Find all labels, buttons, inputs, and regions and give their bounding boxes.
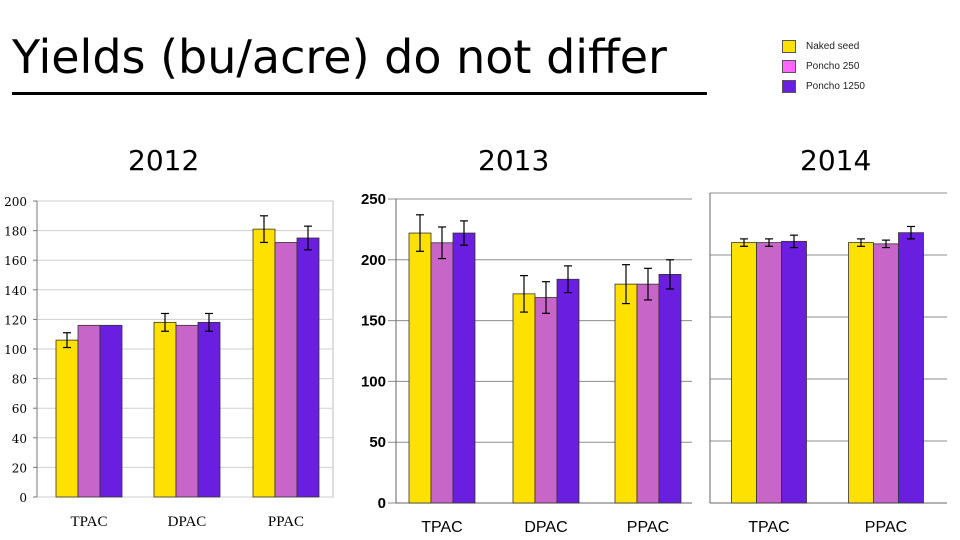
y-tick-label: 250 <box>361 191 386 208</box>
bar <box>408 232 432 504</box>
legend-label: Poncho 250 <box>806 60 860 72</box>
bar <box>55 339 79 498</box>
y-tick-label: 50 <box>369 434 386 451</box>
bar <box>175 324 199 498</box>
y-tick-label: 80 <box>12 373 27 387</box>
y-tick-label: 140 <box>4 284 27 298</box>
legend-swatch <box>782 39 796 53</box>
legend-item-poncho-250: Poncho 250 <box>782 56 865 76</box>
bar <box>197 321 221 498</box>
bar <box>77 324 101 498</box>
bar <box>452 232 476 504</box>
x-category-label: PPAC <box>627 519 669 536</box>
y-tick-label: 180 <box>4 225 27 239</box>
y-tick-label: 20 <box>12 461 27 475</box>
legend-swatch <box>782 59 796 73</box>
x-category-label: TPAC <box>421 519 462 536</box>
bar <box>873 243 899 504</box>
bar <box>153 321 177 498</box>
bar <box>898 232 924 504</box>
legend-item-naked-seed: Naked seed <box>782 36 865 56</box>
bar <box>658 273 682 504</box>
y-tick-label: 0 <box>19 491 27 505</box>
y-tick-label: 200 <box>361 252 386 269</box>
y-tick-label: 100 <box>4 343 27 357</box>
y-tick-label: 200 <box>4 195 27 209</box>
x-category-label: DPAC <box>168 514 207 530</box>
bar <box>731 242 757 504</box>
legend-swatch <box>782 79 796 93</box>
title-underline <box>12 92 707 95</box>
chart-legend: Naked seed Poncho 250 Poncho 1250 <box>782 36 865 96</box>
bar <box>99 324 123 498</box>
legend-label: Naked seed <box>806 40 860 52</box>
bar <box>781 240 807 504</box>
year-label-2013: 2013 <box>478 144 550 177</box>
bar <box>556 278 580 504</box>
bar <box>614 283 638 504</box>
bar <box>636 283 660 504</box>
y-tick-label: 0 <box>378 495 386 512</box>
y-tick-label: 160 <box>4 254 27 268</box>
year-label-2014: 2014 <box>800 144 872 177</box>
y-tick-label: 100 <box>361 373 386 390</box>
legend-label: Poncho 1250 <box>806 80 865 92</box>
bar <box>534 297 558 504</box>
y-tick-label: 60 <box>12 402 27 416</box>
y-tick-label: 150 <box>361 313 386 330</box>
x-category-label: PPAC <box>268 514 304 530</box>
bar <box>512 293 536 504</box>
legend-item-poncho-1250: Poncho 1250 <box>782 76 865 96</box>
bar <box>848 242 874 504</box>
x-category-label: DPAC <box>524 519 567 536</box>
y-tick-label: 40 <box>12 432 27 446</box>
y-tick-label: 120 <box>4 313 27 327</box>
bar <box>274 242 298 498</box>
bar <box>430 242 454 504</box>
bar <box>296 237 320 498</box>
x-category-label: TPAC <box>71 514 108 530</box>
slide-title: Yields (bu/acre) do not differ <box>12 30 667 84</box>
bar <box>756 242 782 504</box>
x-category-label: TPAC <box>748 519 789 536</box>
year-label-2012: 2012 <box>128 144 200 177</box>
bar <box>252 228 276 498</box>
x-category-label: PPAC <box>865 519 907 536</box>
